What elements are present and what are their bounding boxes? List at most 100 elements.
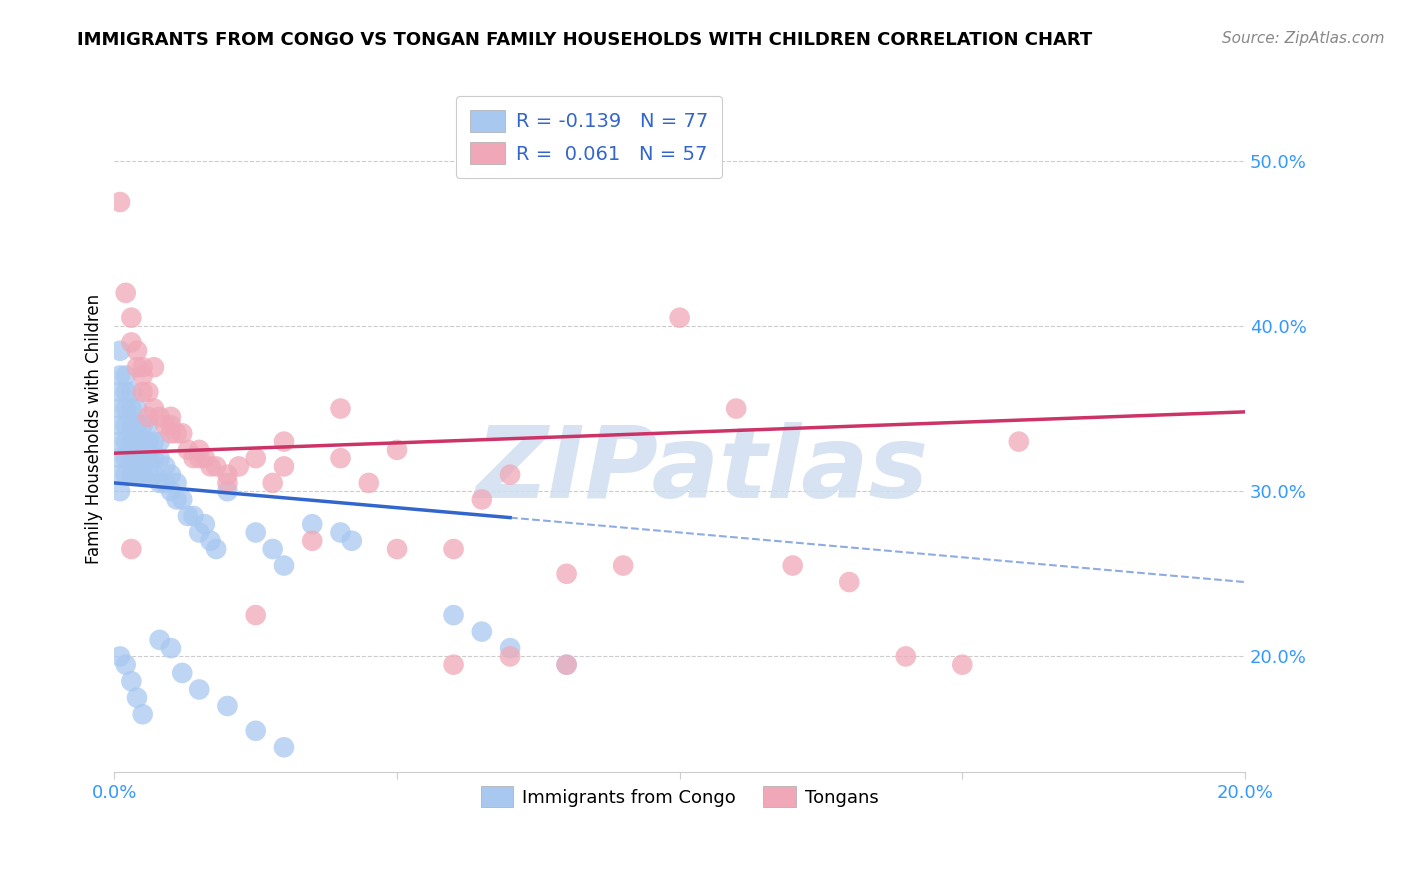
Point — [217, 475, 239, 490]
Point — [114, 285, 136, 300]
Point — [143, 360, 166, 375]
Point — [188, 442, 211, 457]
Point — [136, 409, 159, 424]
Point — [172, 665, 194, 680]
Point — [183, 451, 205, 466]
Point — [131, 434, 153, 449]
Point — [555, 566, 578, 581]
Point — [499, 641, 522, 656]
Point — [205, 541, 228, 556]
Point — [136, 434, 159, 449]
Point — [108, 194, 131, 209]
Point — [149, 409, 172, 424]
Point — [385, 541, 408, 556]
Point — [108, 343, 131, 358]
Point — [114, 385, 136, 400]
Point — [177, 508, 200, 523]
Point — [108, 368, 131, 383]
Point — [200, 459, 222, 474]
Point — [114, 467, 136, 482]
Point — [120, 541, 142, 556]
Point — [108, 401, 131, 416]
Point — [329, 525, 352, 540]
Point — [499, 649, 522, 664]
Point — [108, 385, 131, 400]
Point — [131, 368, 153, 383]
Point — [217, 698, 239, 713]
Point — [725, 401, 748, 416]
Point — [183, 508, 205, 523]
Point — [782, 558, 804, 573]
Point — [499, 467, 522, 482]
Point — [125, 360, 148, 375]
Point — [668, 310, 690, 325]
Point — [160, 409, 183, 424]
Point — [160, 418, 183, 433]
Point — [245, 451, 267, 466]
Point — [166, 426, 188, 441]
Point — [125, 451, 148, 466]
Point — [120, 385, 142, 400]
Point — [155, 418, 177, 433]
Point — [172, 426, 194, 441]
Point — [471, 624, 494, 639]
Point — [194, 451, 217, 466]
Point — [155, 459, 177, 474]
Point — [120, 467, 142, 482]
Point — [125, 401, 148, 416]
Point — [357, 475, 380, 490]
Y-axis label: Family Households with Children: Family Households with Children — [86, 294, 103, 565]
Point — [160, 426, 183, 441]
Point — [273, 459, 295, 474]
Point — [114, 368, 136, 383]
Point — [114, 451, 136, 466]
Text: Source: ZipAtlas.com: Source: ZipAtlas.com — [1222, 31, 1385, 46]
Point — [136, 451, 159, 466]
Point — [838, 575, 860, 590]
Point — [131, 467, 153, 482]
Point — [108, 451, 131, 466]
Point — [194, 517, 217, 532]
Point — [273, 740, 295, 755]
Point — [125, 467, 148, 482]
Point — [114, 657, 136, 672]
Point — [131, 385, 153, 400]
Point — [200, 533, 222, 548]
Point — [108, 434, 131, 449]
Point — [217, 467, 239, 482]
Point — [217, 484, 239, 499]
Point — [120, 434, 142, 449]
Point — [131, 360, 153, 375]
Point — [555, 657, 578, 672]
Point — [131, 707, 153, 722]
Point — [385, 442, 408, 457]
Point — [120, 401, 142, 416]
Point — [120, 310, 142, 325]
Point — [120, 451, 142, 466]
Point — [125, 343, 148, 358]
Point — [166, 492, 188, 507]
Point — [114, 418, 136, 433]
Point — [166, 475, 188, 490]
Point — [950, 657, 973, 672]
Point — [143, 401, 166, 416]
Point — [443, 608, 465, 623]
Point — [136, 385, 159, 400]
Point — [120, 674, 142, 689]
Point — [172, 492, 194, 507]
Point — [301, 533, 323, 548]
Point — [108, 467, 131, 482]
Point — [149, 434, 172, 449]
Point — [443, 541, 465, 556]
Point — [108, 649, 131, 664]
Point — [120, 418, 142, 433]
Point — [143, 467, 166, 482]
Point — [143, 434, 166, 449]
Point — [245, 723, 267, 738]
Point — [262, 475, 284, 490]
Point — [443, 657, 465, 672]
Point — [188, 451, 211, 466]
Point — [1008, 434, 1031, 449]
Point — [329, 451, 352, 466]
Point — [273, 558, 295, 573]
